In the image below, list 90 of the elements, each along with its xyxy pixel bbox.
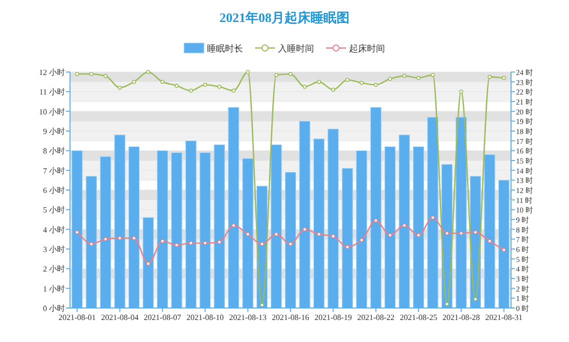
point [174, 84, 179, 88]
point [217, 84, 222, 89]
x-tick-label: 2021-08-13 [229, 313, 266, 322]
point [374, 82, 378, 87]
y-tick-label: 7 小时 [43, 166, 65, 176]
point [473, 230, 478, 234]
point [174, 243, 179, 248]
point [316, 80, 321, 84]
legend-label: 入睡时间 [278, 44, 314, 54]
y-tick-label: 4 小时 [43, 225, 65, 234]
point [232, 223, 236, 228]
point [430, 216, 435, 220]
point [488, 239, 492, 244]
point [430, 72, 435, 77]
point [203, 82, 208, 87]
point [402, 74, 406, 78]
point [188, 88, 193, 93]
point [89, 72, 94, 76]
point [132, 80, 136, 84]
point [345, 78, 350, 82]
y-tick-label: 10 小时 [39, 107, 65, 116]
legend-label: 起床时间 [349, 44, 385, 54]
point [459, 90, 464, 94]
x-tick-label: 2021-08-07 [144, 313, 182, 322]
point [260, 242, 264, 246]
point [302, 84, 307, 89]
point [473, 297, 478, 302]
y-tick-label: 11 小时 [39, 88, 65, 97]
point [402, 223, 406, 228]
point [360, 238, 364, 242]
point [118, 236, 122, 240]
point [132, 236, 136, 240]
point [388, 76, 392, 81]
point [331, 88, 336, 92]
point [75, 230, 80, 234]
x-tick-label: 2021-08-16 [272, 313, 310, 322]
point [331, 234, 336, 238]
point [160, 239, 164, 244]
y-tick-label: 6 小时 [43, 186, 65, 195]
point [302, 227, 307, 232]
point [360, 80, 364, 85]
y-tick-label: 12 小时 [39, 68, 65, 77]
point [232, 88, 236, 93]
point [146, 262, 150, 266]
x-tick-label: 2021-08-22 [357, 313, 395, 322]
point [118, 86, 122, 90]
point [89, 242, 94, 246]
y-tick-label: 9 小时 [43, 127, 65, 136]
y-tick-label: 5 小时 [43, 206, 65, 215]
point [104, 74, 108, 78]
point [488, 74, 492, 79]
x-tick-label: 2021-08-31 [485, 313, 523, 322]
point [459, 231, 464, 236]
y-tick-label: 2 小时 [43, 264, 65, 274]
x-tick-label: 2021-08-28 [442, 313, 480, 322]
x-tick-label: 2021-08-01 [58, 313, 96, 322]
y-tick-label: 3 小时 [43, 245, 65, 254]
point [274, 72, 278, 77]
legend-label: 睡眠时长 [207, 44, 243, 54]
point [274, 232, 278, 236]
point [502, 76, 506, 80]
point [416, 76, 421, 80]
point [246, 70, 250, 74]
point [316, 232, 321, 236]
point [374, 218, 378, 222]
point [388, 233, 392, 238]
point [146, 70, 150, 74]
point [104, 237, 108, 242]
chart-title: 2021年08月起床睡眠图 [220, 10, 350, 25]
point [345, 245, 350, 250]
x-tick-label: 2021-08-04 [101, 313, 138, 322]
x-tick-label: 2021-08-10 [186, 313, 224, 322]
point [416, 233, 421, 238]
y-tick-label: 1 小时 [43, 284, 65, 294]
point [75, 72, 80, 76]
point [160, 80, 164, 84]
y-tick-label: 8 小时 [43, 146, 65, 156]
point [444, 302, 449, 306]
point [288, 72, 292, 76]
point [444, 231, 449, 236]
point [502, 248, 506, 252]
y-tick-label: 0 小时 [43, 304, 65, 313]
point [217, 240, 222, 244]
point [203, 241, 208, 246]
point [288, 242, 292, 246]
x-tick-label: 2021-08-19 [314, 313, 352, 322]
x-tick-label: 2021-08-25 [400, 313, 438, 322]
point [260, 303, 264, 308]
point [188, 241, 193, 246]
point [246, 232, 250, 236]
